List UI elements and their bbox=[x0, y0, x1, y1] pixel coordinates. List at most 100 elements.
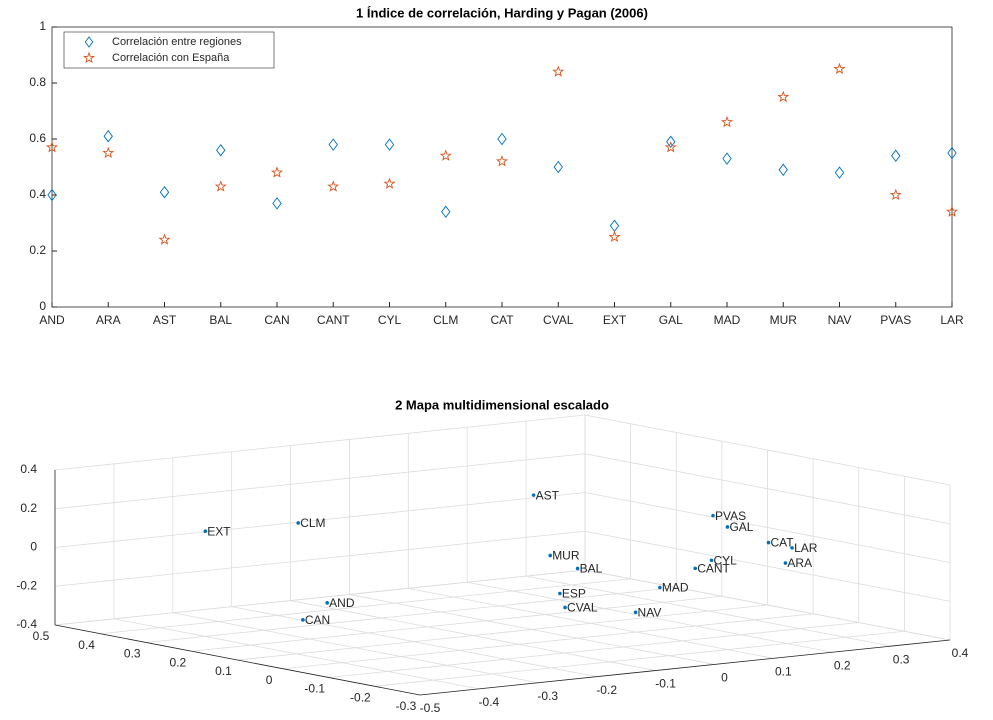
point-label: AST bbox=[536, 488, 560, 502]
point-label: CYL bbox=[714, 553, 738, 567]
x-tick-label: -0.5 bbox=[420, 701, 441, 715]
x-tick-label: CAT bbox=[490, 313, 514, 327]
x-tick-label: AST bbox=[153, 313, 177, 327]
point-label: EXT bbox=[207, 524, 231, 538]
y-tick-label: 0.2 bbox=[170, 655, 187, 669]
legend-label: Correlación con España bbox=[112, 52, 230, 64]
x-tick-label: LAR bbox=[940, 313, 964, 327]
point bbox=[693, 566, 697, 571]
x-tick-label: -0.1 bbox=[655, 677, 676, 691]
x-tick-label: CAN bbox=[264, 313, 289, 327]
y-tick-label: 0 bbox=[39, 299, 46, 313]
diamond-marker bbox=[384, 138, 395, 151]
z-tick-label: 0.4 bbox=[20, 462, 37, 476]
star-marker bbox=[383, 177, 396, 189]
diamond-marker bbox=[722, 152, 732, 165]
point-label: PVAS bbox=[715, 509, 746, 523]
y-tick-label: 0.8 bbox=[29, 75, 46, 89]
diamond-marker bbox=[84, 36, 94, 48]
point-label: BAL bbox=[580, 562, 603, 576]
diamond-marker bbox=[947, 146, 957, 160]
y-tick-label: 0 bbox=[266, 673, 273, 687]
y-tick-label: 0.4 bbox=[78, 638, 95, 652]
x-tick-label: -0.2 bbox=[596, 683, 617, 697]
star-marker bbox=[327, 180, 340, 192]
x-tick-label: 0 bbox=[721, 671, 728, 685]
point bbox=[711, 513, 715, 518]
star-marker bbox=[945, 205, 959, 217]
axis-line bbox=[419, 639, 951, 696]
diamond-marker bbox=[778, 163, 788, 177]
point bbox=[531, 493, 536, 497]
grid-line bbox=[54, 569, 586, 626]
point bbox=[558, 591, 562, 596]
diamond-marker bbox=[272, 197, 282, 210]
point-label: ARA bbox=[787, 556, 812, 570]
point-label: MUR bbox=[552, 549, 580, 563]
grid-line bbox=[100, 578, 631, 635]
chart-title: 1 Índice de correlación, Harding y Pagan… bbox=[356, 5, 648, 20]
grid-line bbox=[54, 530, 586, 587]
diamond-marker bbox=[553, 160, 563, 174]
point bbox=[658, 585, 662, 590]
star-marker bbox=[495, 155, 509, 167]
grid-line bbox=[283, 613, 814, 670]
diamond-marker bbox=[159, 185, 170, 199]
grid-line bbox=[584, 569, 951, 641]
x-tick-label: 0.1 bbox=[775, 665, 792, 679]
point-label: ESP bbox=[562, 587, 586, 601]
star-marker bbox=[608, 230, 621, 243]
grid-line bbox=[328, 622, 859, 678]
x-tick-label: CYL bbox=[378, 313, 402, 327]
x-tick-label: ARA bbox=[96, 313, 121, 327]
star-marker bbox=[889, 188, 902, 201]
point bbox=[563, 605, 567, 610]
grid-line bbox=[584, 453, 951, 525]
star-marker bbox=[777, 90, 790, 103]
star-marker bbox=[158, 233, 171, 245]
x-tick-label: EXT bbox=[603, 313, 627, 327]
star-marker bbox=[439, 149, 452, 161]
y-tick-label: 0.5 bbox=[33, 629, 50, 643]
point-label: CAT bbox=[771, 536, 795, 550]
point bbox=[203, 529, 208, 534]
z-tick-label: 0.2 bbox=[20, 501, 37, 515]
grid-line bbox=[54, 492, 586, 548]
grid-line bbox=[584, 414, 951, 486]
legend-box bbox=[63, 31, 275, 69]
x-tick-label: 0.4 bbox=[952, 646, 969, 660]
point bbox=[790, 546, 794, 550]
grid-line bbox=[54, 414, 586, 471]
grid-line bbox=[54, 453, 586, 510]
x-tick-label: -0.4 bbox=[479, 695, 500, 709]
x-tick-label: 0.3 bbox=[893, 652, 910, 666]
point-label: MAD bbox=[662, 581, 689, 595]
grid-line bbox=[191, 595, 722, 652]
plot-area bbox=[51, 26, 953, 308]
y-tick-label: -0.2 bbox=[350, 690, 371, 704]
grid-line bbox=[584, 530, 951, 602]
y-tick-label: 0.3 bbox=[124, 647, 141, 661]
diamond-marker bbox=[441, 205, 451, 219]
x-tick-label: -0.3 bbox=[537, 689, 558, 703]
grid-line bbox=[146, 587, 677, 643]
z-tick-label: -0.4 bbox=[16, 617, 37, 631]
x-tick-label: NAV bbox=[828, 313, 852, 327]
star-marker bbox=[552, 65, 565, 77]
diamond-marker bbox=[497, 132, 507, 146]
grid-line bbox=[237, 604, 768, 661]
point bbox=[296, 521, 300, 525]
star-marker bbox=[45, 141, 59, 153]
x-tick-label: CLM bbox=[433, 313, 458, 327]
x-tick-label: CVAL bbox=[543, 313, 574, 327]
point-label: CANT bbox=[697, 562, 730, 576]
x-tick-label: PVAS bbox=[880, 313, 911, 327]
point bbox=[301, 618, 305, 622]
star-marker bbox=[102, 146, 115, 159]
y-tick-label: 1 bbox=[39, 19, 46, 33]
y-tick-label: 0.2 bbox=[29, 243, 46, 257]
grid-line bbox=[584, 492, 951, 563]
point-label: AND bbox=[329, 596, 355, 610]
x-tick-label: GAL bbox=[659, 313, 683, 327]
